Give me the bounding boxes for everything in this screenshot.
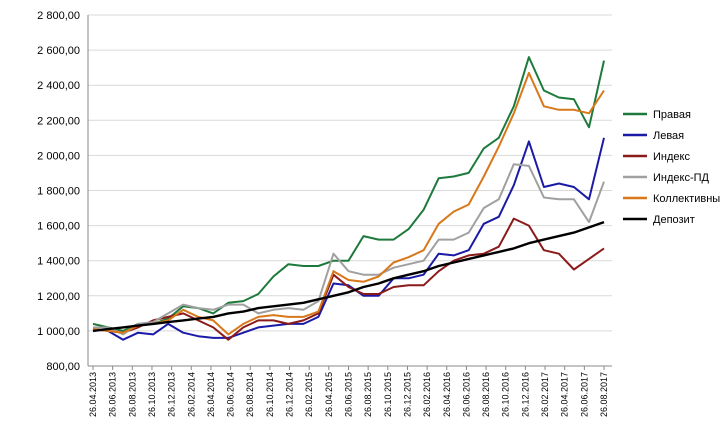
legend-label: Левая [653, 130, 684, 142]
x-tick-label: 26.02.2015 [304, 372, 314, 417]
x-tick-label: 26.08.2017 [599, 372, 609, 417]
series-lines [92, 56, 605, 341]
x-tick-label: 26.02.2014 [186, 372, 196, 417]
legend-label: Индекс [653, 151, 690, 163]
series-line-Индекс-ПД [93, 163, 605, 336]
y-tick-label: 1 400,00 [37, 256, 80, 268]
x-tick-label: 26.08.2014 [245, 372, 255, 417]
x-tick-label: 26.06.2013 [108, 372, 118, 417]
series-line-Депозит [92, 220, 605, 333]
x-tick-label: 26.06.2016 [461, 372, 471, 417]
y-tick-label: 2 400,00 [37, 80, 80, 92]
y-tick-label: 2 000,00 [37, 150, 80, 162]
x-tick-label: 26.10.2015 [383, 372, 393, 417]
y-tick-label: 1 000,00 [37, 326, 80, 338]
series-line-Коллективный [92, 71, 605, 336]
x-tick-label: 26.04.2013 [88, 372, 98, 417]
y-tick-label: 1 200,00 [37, 291, 80, 303]
series-line-Правая [92, 56, 605, 332]
x-tick-label: 26.02.2017 [540, 372, 550, 417]
x-tick-label: 26.06.2017 [579, 372, 589, 417]
x-tick-label: 26.10.2016 [501, 372, 511, 417]
x-tick-label: 26.02.2016 [422, 372, 432, 417]
legend-label: Депозит [653, 214, 695, 226]
x-tick-label: 26.10.2013 [147, 372, 157, 417]
legend-label: Индекс-ПД [653, 172, 710, 184]
y-tick-label: 800,00 [46, 361, 80, 373]
x-tick-label: 26.08.2016 [481, 372, 491, 417]
x-tick-label: 26.12.2014 [285, 372, 295, 417]
x-tick-label: 26.06.2014 [226, 372, 236, 417]
y-tick-label: 2 800,00 [37, 10, 80, 22]
gridlines [87, 14, 612, 370]
x-tick-label: 26.04.2016 [442, 372, 452, 417]
x-tick-label: 26.12.2015 [402, 372, 412, 417]
x-tick-label: 26.08.2013 [127, 372, 137, 417]
series-line-Левая [92, 137, 605, 341]
series-line-Индекс [92, 217, 605, 341]
legend-label: Правая [653, 109, 691, 121]
legend: Правая Левая Индекс Индекс-ПД Коллективный Де… [623, 109, 720, 226]
x-tick-label: 26.08.2015 [363, 372, 373, 417]
x-tick-label: 26.06.2015 [344, 372, 354, 417]
y-tick-label: 1 600,00 [37, 221, 80, 233]
x-tick-label: 26.04.2017 [560, 372, 570, 417]
y-axis-tick-labels: 800,00 1 000,00 1 200,00 1 400,00 1 600,00 1 … [37, 10, 80, 373]
y-tick-label: 2 200,00 [37, 115, 80, 127]
x-tick-label: 26.12.2016 [520, 372, 530, 417]
x-tick-label: 26.04.2014 [206, 372, 216, 417]
x-tick-label: 26.12.2013 [167, 372, 177, 417]
x-axis-tick-labels: 26.04.2013 26.06.2013 26.08.2013 26.10.2013… [88, 372, 609, 417]
y-tick-label: 1 800,00 [37, 186, 80, 198]
x-tick-label: 26.10.2014 [265, 372, 275, 417]
legend-label: Коллективный [653, 193, 720, 205]
x-tick-label: 26.04.2015 [324, 372, 334, 417]
y-tick-label: 2 600,00 [37, 45, 80, 57]
